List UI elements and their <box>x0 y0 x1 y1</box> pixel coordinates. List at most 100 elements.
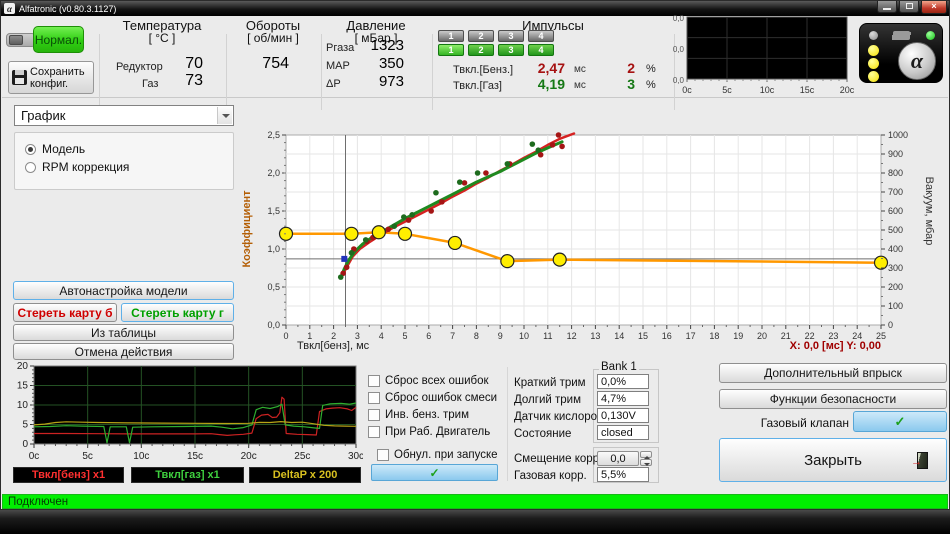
svg-text:2: 2 <box>331 331 336 339</box>
slider-knob[interactable] <box>9 35 23 45</box>
pgas-value: 1323 <box>370 37 404 54</box>
tinj-gas-percent-unit: % <box>646 79 656 91</box>
reducer-temp-label: Редуктор <box>116 61 163 73</box>
svg-text:15: 15 <box>17 381 29 392</box>
impulses-title: Импульсы <box>522 18 584 33</box>
short-trim-value: 0,0% <box>597 374 649 389</box>
radio-rpm-correction[interactable]: RPM коррекция <box>25 160 129 174</box>
svg-text:5с: 5с <box>82 451 93 462</box>
bank-group-label: Bank 1 <box>599 361 639 373</box>
oscilloscope-chart: 0 5 10 15 20 0с 5с 10с 15с 20с 25с 30с <box>17 362 363 462</box>
save-config-button[interactable]: Сохранить конфиг. <box>8 61 94 94</box>
checkbox-label: Сброс всех ошибок <box>385 375 489 387</box>
erase-petrol-map-button[interactable]: Стереть карту б <box>13 303 117 322</box>
svg-text:10: 10 <box>17 400 29 411</box>
svg-text:10с: 10с <box>133 451 149 462</box>
undo-action-button[interactable]: Отмена действия <box>13 343 234 360</box>
svg-text:0,5: 0,5 <box>267 282 280 292</box>
radio-model-icon[interactable] <box>25 143 36 155</box>
svg-text:5: 5 <box>22 420 28 431</box>
svg-text:14: 14 <box>614 331 624 339</box>
checkbox-icon[interactable] <box>368 392 380 404</box>
correction-offset-stepper[interactable]: 0,0 <box>597 451 639 466</box>
tinj-gas-percent: 3 <box>627 76 635 92</box>
svg-text:500: 500 <box>888 225 903 235</box>
svg-text:0,0: 0,0 <box>673 14 685 23</box>
status-led-green <box>926 31 935 40</box>
injector-4-petrol-button[interactable]: 4 <box>528 30 554 42</box>
confirm-button[interactable]: ✓ <box>371 464 498 481</box>
checkbox-icon[interactable] <box>377 449 389 461</box>
status-led-yellow-2 <box>868 58 879 69</box>
checkbox-reset-all-errors[interactable]: Сброс всех ошибок <box>368 375 489 387</box>
deltap-value: 973 <box>378 73 404 90</box>
checkbox-icon[interactable] <box>368 409 380 421</box>
svg-text:16: 16 <box>662 331 672 339</box>
check-icon: ✓ <box>894 413 906 429</box>
svg-text:17: 17 <box>686 331 696 339</box>
pressure-unit: [ мБар ] <box>354 31 398 45</box>
svg-text:20: 20 <box>17 362 29 372</box>
maximize-button[interactable] <box>899 1 919 13</box>
tinj-petrol-value: 2,47 <box>537 60 565 76</box>
close-button[interactable]: Закрыть → <box>719 438 947 482</box>
view-select-combobox[interactable]: График <box>14 105 234 126</box>
checkbox-icon[interactable] <box>368 426 380 438</box>
injector-1-petrol-button[interactable]: 1 <box>438 30 464 42</box>
svg-text:1,5: 1,5 <box>267 206 280 216</box>
checkbox-engine-running[interactable]: При Раб. Двигатель <box>368 426 490 438</box>
radio-rpm-icon[interactable] <box>25 161 36 173</box>
svg-text:19: 19 <box>733 331 743 339</box>
extra-injection-button[interactable]: Дополнительный впрыск <box>719 363 947 383</box>
short-trim-label: Краткий трим <box>514 377 586 389</box>
gas-valve-button[interactable]: ✓ <box>853 411 947 432</box>
rpm-title: Обороты <box>245 18 301 33</box>
svg-text:0: 0 <box>888 320 893 330</box>
stepper-down-icon[interactable] <box>640 459 652 466</box>
check-engine-icon <box>893 31 910 40</box>
title-bar[interactable]: α Alfatronic (v0.80.3.1127) <box>1 1 949 16</box>
svg-text:1000: 1000 <box>888 130 908 140</box>
injector-2-petrol-button[interactable]: 2 <box>468 30 494 42</box>
svg-text:23: 23 <box>828 331 838 339</box>
injector-3-petrol-button[interactable]: 3 <box>498 30 524 42</box>
checkbox-invert-petrol-trim[interactable]: Инв. бенз. трим <box>368 409 469 421</box>
checkbox-icon[interactable] <box>368 375 380 387</box>
x-axis-label: Твкл[бенз], мс <box>297 340 370 352</box>
model-chart[interactable]: 0 1 2 3 4 5 6 7 8 9 10 11 12 13 14 15 16 17 18 19 20 21 22 23 24… <box>259 127 921 339</box>
svg-text:0с: 0с <box>682 85 692 95</box>
checkbox-label: Обнул. при запуске <box>394 449 498 461</box>
checkbox-reset-mixture-errors[interactable]: Сброс ошибок смеси <box>368 392 497 404</box>
injector-2-gas-button[interactable]: 2 <box>468 44 494 56</box>
y-axis-label-left: Коэффициент <box>241 190 253 268</box>
normal-mode-button[interactable]: Нормал. <box>33 26 84 53</box>
injector-4-gas-button[interactable]: 4 <box>528 44 554 56</box>
injector-3-gas-button[interactable]: 3 <box>498 44 524 56</box>
erase-gas-map-button[interactable]: Стереть карту г <box>121 303 234 322</box>
autotune-model-button[interactable]: Автонастройка модели <box>13 281 234 300</box>
safety-functions-button[interactable]: Функции безопасности <box>719 389 947 409</box>
mode-slider[interactable] <box>6 33 36 47</box>
tinj-petrol-percent-unit: % <box>646 63 656 75</box>
from-table-button[interactable]: Из таблицы <box>13 324 234 341</box>
cursor-coordinates: X: 0,0 [мс] Y: 0,00 <box>789 340 881 352</box>
stepper-up-icon[interactable] <box>640 451 652 459</box>
checkbox-label: Инв. бенз. трим <box>385 409 469 421</box>
injector-1-gas-button[interactable]: 1 <box>438 44 464 56</box>
chevron-down-icon[interactable] <box>217 107 232 124</box>
svg-text:12: 12 <box>567 331 577 339</box>
radio-model[interactable]: Модель <box>25 142 85 156</box>
svg-text:15: 15 <box>638 331 648 339</box>
tinj-petrol-percent: 2 <box>627 60 635 76</box>
map-value: 350 <box>378 55 404 72</box>
svg-text:20: 20 <box>757 331 767 339</box>
divider <box>507 367 508 481</box>
stepper-arrows[interactable] <box>640 451 652 466</box>
svg-text:30с: 30с <box>348 451 363 462</box>
svg-text:18: 18 <box>709 331 719 339</box>
checkbox-zero-on-start[interactable]: Обнул. при запуске <box>377 449 498 461</box>
status-led-yellow-1 <box>868 45 879 56</box>
minimize-button[interactable] <box>877 1 897 13</box>
tinj-gas-label: Твкл.[Газ] <box>453 80 502 92</box>
close-window-button[interactable]: × <box>921 1 947 14</box>
